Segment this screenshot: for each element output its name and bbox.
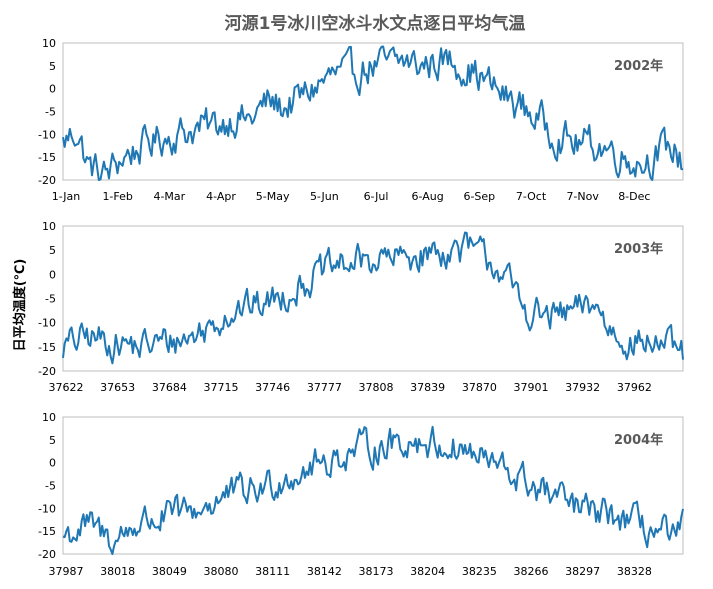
x-tick-label: 38204 bbox=[410, 565, 445, 578]
x-tick-label: 37622 bbox=[49, 381, 84, 394]
x-tick-label: 37839 bbox=[410, 381, 445, 394]
y-tick-label: -20 bbox=[38, 365, 56, 378]
panel-1: 10 5 0 -5 -10 -15 -20 1-Jan 1-Feb 4-Mar 4-Apr 5-May… bbox=[38, 37, 684, 203]
chart-panels: 10 5 0 -5 -10 -15 -20 1-Jan 1-Feb 4-Mar 4-Apr 5-May… bbox=[38, 37, 684, 578]
x-tick-label: 4-Apr bbox=[206, 190, 236, 203]
x-tick-label: 37684 bbox=[152, 381, 187, 394]
x-tick-label: 6-Sep bbox=[463, 190, 495, 203]
panel-2: 10 5 0 -5 -10 -15 -20 37622 37653 37684 37715 37746… bbox=[38, 220, 684, 394]
y-tick-label: -5 bbox=[45, 480, 56, 493]
x-tick-label: 37962 bbox=[617, 381, 652, 394]
x-tick-label: 38328 bbox=[617, 565, 652, 578]
y-tick-label: -10 bbox=[38, 128, 56, 141]
x-tick-label: 37715 bbox=[204, 381, 239, 394]
x-tick-label: 1-Jan bbox=[52, 190, 81, 203]
x-tick-label: 38111 bbox=[255, 565, 290, 578]
x-tick-label: 1-Feb bbox=[102, 190, 132, 203]
y-tick-label: 5 bbox=[49, 434, 56, 447]
y-tick-label: -5 bbox=[45, 293, 56, 306]
y-tick-label: 0 bbox=[49, 457, 56, 470]
x-tick-label: 38235 bbox=[462, 565, 497, 578]
daily-temperature-line bbox=[62, 231, 684, 365]
y-tick-label: -15 bbox=[38, 525, 56, 538]
x-tick-label: 38018 bbox=[100, 565, 135, 578]
y-tick-label: 0 bbox=[49, 83, 56, 96]
panel-3: 10 5 0 -5 -10 -15 -20 37987 38018 38049 38080 38111… bbox=[38, 411, 684, 578]
x-tick-label: 37777 bbox=[307, 381, 342, 394]
daily-temperature-line bbox=[62, 45, 684, 181]
plot-frame bbox=[62, 42, 684, 181]
x-tick-label: 37932 bbox=[565, 381, 600, 394]
x-tick-label: 37746 bbox=[255, 381, 290, 394]
x-tick-label: 38297 bbox=[565, 565, 600, 578]
x-tick-label: 8-Dec bbox=[618, 190, 650, 203]
y-tick-label: 0 bbox=[49, 268, 56, 281]
x-tick-label: 38142 bbox=[307, 565, 342, 578]
y-tick-label: -5 bbox=[45, 106, 56, 119]
year-label: 2003年 bbox=[614, 241, 663, 257]
year-label: 2004年 bbox=[614, 432, 663, 448]
x-tick-label: 7-Nov bbox=[566, 190, 599, 203]
x-tick-label: 38173 bbox=[359, 565, 394, 578]
x-tick-label: 37870 bbox=[462, 381, 497, 394]
x-tick-label: 37808 bbox=[359, 381, 394, 394]
x-tick-label: 4-Mar bbox=[153, 190, 185, 203]
y-tick-label: -10 bbox=[38, 502, 56, 515]
x-tick-label: 6-Aug bbox=[412, 190, 444, 203]
y-tick-label: -15 bbox=[38, 151, 56, 164]
y-tick-label: -15 bbox=[38, 341, 56, 354]
y-tick-label: 10 bbox=[42, 220, 56, 233]
x-tick-label: 6-Jul bbox=[364, 190, 389, 203]
plot-frame bbox=[62, 416, 684, 555]
x-tick-label: 38266 bbox=[514, 565, 549, 578]
x-tick-label: 37653 bbox=[100, 381, 135, 394]
year-label: 2002年 bbox=[614, 58, 663, 74]
x-tick-label: 5-May bbox=[256, 190, 290, 203]
plot-frame bbox=[62, 225, 684, 372]
y-tick-label: -20 bbox=[38, 548, 56, 561]
x-tick-label: 38049 bbox=[152, 565, 187, 578]
chart-title: 河源1号冰川空冰斗水文点逐日平均气温 bbox=[225, 13, 526, 34]
daily-temperature-line bbox=[62, 425, 684, 555]
x-tick-label: 7-Oct bbox=[516, 190, 547, 203]
y-tick-label: 5 bbox=[49, 244, 56, 257]
x-tick-label: 5-Jun bbox=[310, 190, 339, 203]
y-tick-label: 5 bbox=[49, 60, 56, 73]
y-tick-label: 10 bbox=[42, 37, 56, 50]
y-tick-label: -20 bbox=[38, 174, 56, 187]
x-tick-label: 38080 bbox=[204, 565, 239, 578]
y-tick-label: 10 bbox=[42, 411, 56, 424]
x-tick-label: 37901 bbox=[514, 381, 549, 394]
y-tick-label: -10 bbox=[38, 317, 56, 330]
x-tick-label: 37987 bbox=[49, 565, 84, 578]
y-axis-label: 日平均温度(℃) bbox=[12, 259, 28, 352]
